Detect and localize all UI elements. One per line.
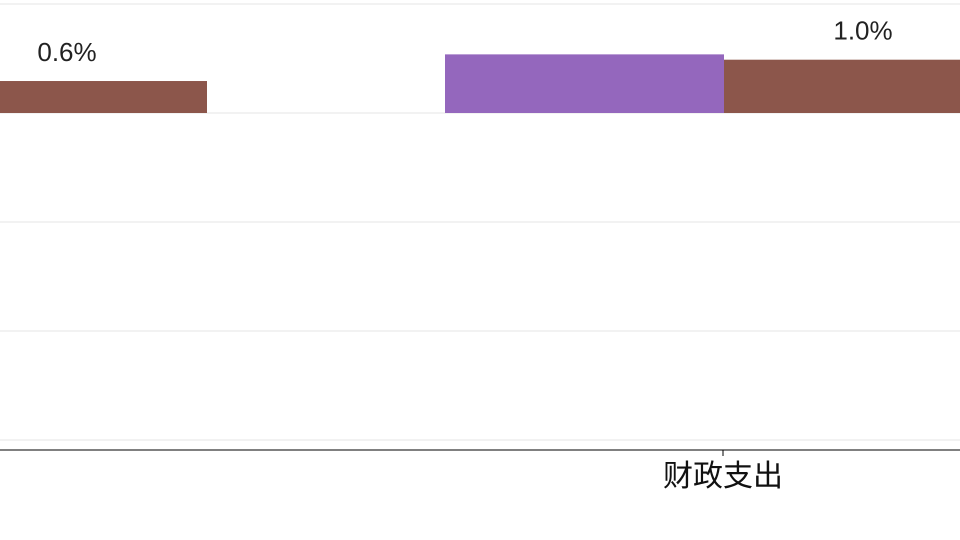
x-tick-label: 财政支出 xyxy=(663,459,783,494)
data-label-series-1: 0.6% xyxy=(37,37,96,67)
bar-series-2 xyxy=(445,54,724,113)
data-labels: 0.6% 1.0% xyxy=(37,16,892,67)
bars xyxy=(0,54,960,113)
data-label-series-3: 1.0% xyxy=(833,16,892,46)
bar-series-1 xyxy=(0,81,207,113)
bar-series-3 xyxy=(724,59,960,113)
